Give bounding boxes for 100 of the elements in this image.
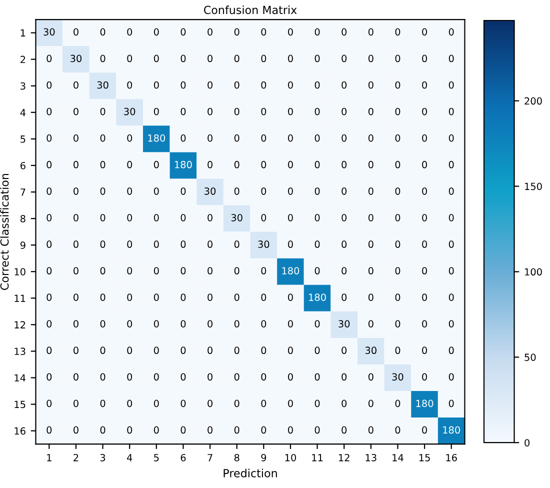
data-label: 0 (127, 240, 132, 248)
data-label: 0 (422, 134, 427, 142)
data-label: 0 (46, 346, 52, 354)
data-label: 0 (46, 134, 52, 142)
data-label: 0 (422, 426, 427, 434)
data-label: 0 (127, 187, 132, 195)
data-label: 0 (288, 214, 293, 222)
data-label: 0 (288, 108, 293, 116)
data-label: 0 (395, 81, 400, 89)
data-label: 0 (208, 426, 212, 434)
data-label: 0 (180, 294, 186, 301)
data-label: 0 (180, 134, 186, 142)
data-label: 0 (261, 320, 266, 328)
data-label: 0 (368, 214, 374, 222)
data-label: 0 (288, 54, 293, 62)
data-label: 0 (314, 214, 320, 222)
data-label: 0 (100, 187, 106, 195)
data-label: 0 (154, 240, 159, 248)
data-label: 0 (342, 108, 347, 116)
data-label: 0 (46, 160, 52, 168)
y-tick-label: 8 (20, 215, 26, 222)
data-label: 0 (368, 28, 374, 36)
data-label: 0 (342, 160, 347, 168)
data-label: 0 (74, 81, 78, 89)
data-label: 0 (261, 294, 266, 301)
data-label: 0 (368, 240, 374, 248)
data-label: 0 (74, 240, 78, 248)
x-tick-label: 4 (126, 454, 132, 462)
data-label: 0 (234, 134, 240, 142)
data-label: 0 (448, 400, 454, 408)
data-label: 0 (342, 28, 347, 36)
data-label: 0 (154, 426, 159, 434)
data-label: 0 (100, 240, 106, 248)
data-label: 0 (180, 108, 186, 116)
data-label: 0 (314, 426, 320, 434)
data-label: 0 (342, 81, 347, 89)
data-label: 0 (395, 426, 400, 434)
x-tick-label: 9 (261, 454, 266, 462)
data-label: 0 (234, 294, 240, 301)
data-label: 0 (395, 267, 400, 274)
data-label: 0 (74, 373, 78, 381)
data-label: 0 (208, 294, 212, 301)
data-label: 0 (100, 320, 106, 328)
data-label: 0 (46, 54, 52, 62)
data-label: 0 (234, 54, 240, 62)
data-label: 0 (422, 214, 427, 222)
data-label: 0 (368, 108, 374, 116)
data-label: 0 (74, 108, 78, 116)
data-label: 30 (204, 187, 216, 195)
data-label: 0 (234, 240, 240, 248)
data-label: 0 (261, 134, 266, 142)
data-label: 0 (127, 28, 132, 36)
data-label: 0 (261, 426, 266, 434)
data-label: 0 (180, 400, 186, 408)
data-label: 30 (338, 320, 350, 328)
data-label: 0 (127, 294, 132, 301)
y-tick-label: 4 (20, 109, 26, 116)
data-label: 0 (288, 187, 293, 195)
data-label: 0 (448, 54, 454, 62)
data-label: 0 (395, 320, 400, 328)
data-label: 30 (44, 28, 55, 36)
data-label: 0 (208, 81, 212, 89)
data-label: 0 (395, 28, 400, 36)
data-label: 0 (180, 373, 186, 381)
data-label: 0 (46, 373, 52, 381)
data-label: 0 (368, 81, 374, 89)
data-label: 0 (154, 294, 159, 301)
data-label: 0 (422, 240, 427, 248)
data-label: 0 (261, 28, 266, 36)
y-tick-label: 13 (14, 348, 26, 356)
data-label: 0 (422, 346, 427, 354)
data-label: 0 (314, 346, 320, 354)
data-label: 0 (288, 426, 293, 434)
data-label: 0 (395, 240, 400, 248)
data-label: 0 (180, 81, 186, 89)
data-label: 0 (314, 54, 320, 62)
data-label: 0 (100, 267, 106, 274)
data-label: 0 (342, 54, 347, 62)
data-label: 0 (234, 28, 240, 36)
data-label: 0 (314, 240, 320, 248)
data-label: 0 (448, 346, 454, 354)
data-label: 0 (180, 240, 186, 248)
data-label: 0 (395, 54, 400, 62)
data-label: 0 (368, 400, 374, 408)
data-label: 0 (368, 160, 374, 168)
data-label: 0 (208, 28, 212, 36)
data-label: 0 (448, 267, 454, 274)
data-label: 0 (288, 294, 293, 301)
data-label: 0 (74, 214, 78, 222)
data-label: 0 (74, 267, 78, 274)
data-label: 0 (261, 400, 266, 408)
data-label: 0 (180, 267, 186, 274)
data-label: 0 (180, 426, 186, 434)
data-label: 0 (368, 426, 374, 434)
data-label: 0 (180, 346, 186, 354)
data-label: 0 (100, 373, 106, 381)
data-label: 0 (234, 187, 240, 195)
data-label: 0 (46, 240, 52, 248)
y-tick-label: 5 (20, 136, 26, 143)
x-tick-label: 15 (419, 454, 430, 462)
